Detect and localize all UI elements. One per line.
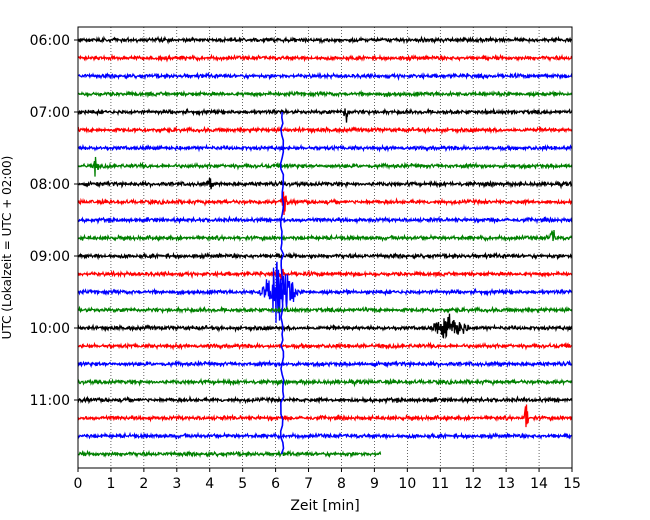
- trace-1130: [77, 431, 573, 441]
- trace-1145: [77, 449, 382, 459]
- trace-0800: [77, 177, 573, 190]
- trace-0615: [77, 53, 573, 63]
- trace-1030: [77, 359, 573, 369]
- trace-0745: [77, 156, 573, 177]
- trace-0830: [77, 215, 573, 225]
- trace-1015: [77, 341, 573, 351]
- x-axis-label: Zeit [min]: [290, 498, 359, 514]
- trace-0945: [77, 305, 573, 315]
- x-tick-label: 8: [337, 476, 346, 492]
- trace-0645: [77, 89, 573, 99]
- trace-0815: [77, 191, 573, 215]
- trace-0845: [77, 229, 573, 243]
- trace-0730: [77, 143, 573, 153]
- x-tick-label: 3: [172, 476, 181, 492]
- y-tick-label: 07:00: [30, 105, 70, 121]
- y-tick-label: 10:00: [30, 321, 70, 337]
- x-tick-label: 9: [370, 476, 379, 492]
- plot-frame: [77, 26, 573, 469]
- y-tick-label: 09:00: [30, 249, 70, 265]
- x-tick-label: 1: [106, 476, 115, 492]
- x-tick-label: 14: [530, 476, 548, 492]
- x-tick-label: 15: [563, 476, 581, 492]
- trace-1100: [77, 395, 573, 405]
- trace-0930: [77, 261, 573, 323]
- x-tick-label: 5: [238, 476, 247, 492]
- x-tick-label: 11: [431, 476, 449, 492]
- x-tick-label: 4: [205, 476, 214, 492]
- seismic-traces: [77, 35, 573, 459]
- trace-0715: [77, 125, 573, 135]
- x-axis-ticks: 0 1 2 3 4 5 6 7 8 9 10 11 12 13 14 15: [74, 468, 581, 492]
- trace-1045: [77, 377, 573, 388]
- x-tick-label: 2: [139, 476, 148, 492]
- y-tick-label: 06:00: [30, 33, 70, 49]
- event-spike: [279, 111, 285, 455]
- trace-1115: [77, 404, 573, 428]
- y-axis-label: UTC (Lokalzeit = UTC + 02:00): [0, 156, 14, 340]
- y-tick-label: 08:00: [30, 177, 70, 193]
- trace-1000: [77, 313, 573, 339]
- y-tick-label: 11:00: [30, 393, 70, 409]
- trace-0700: [77, 107, 573, 123]
- plot-border: [77, 26, 573, 469]
- x-tick-label: 12: [464, 476, 482, 492]
- x-tick-label: 10: [398, 476, 416, 492]
- trace-0915: [77, 268, 573, 281]
- trace-0600: [77, 35, 573, 45]
- trace-0630: [77, 71, 573, 81]
- x-tick-label: 7: [304, 476, 313, 492]
- x-tick-label: 13: [497, 476, 515, 492]
- x-tick-label: 6: [271, 476, 280, 492]
- trace-0900: [77, 251, 573, 261]
- x-tick-label: 0: [74, 476, 83, 492]
- y-axis-ticks: 06:00 07:00 08:00 09:00 10:00 11:00: [30, 33, 78, 409]
